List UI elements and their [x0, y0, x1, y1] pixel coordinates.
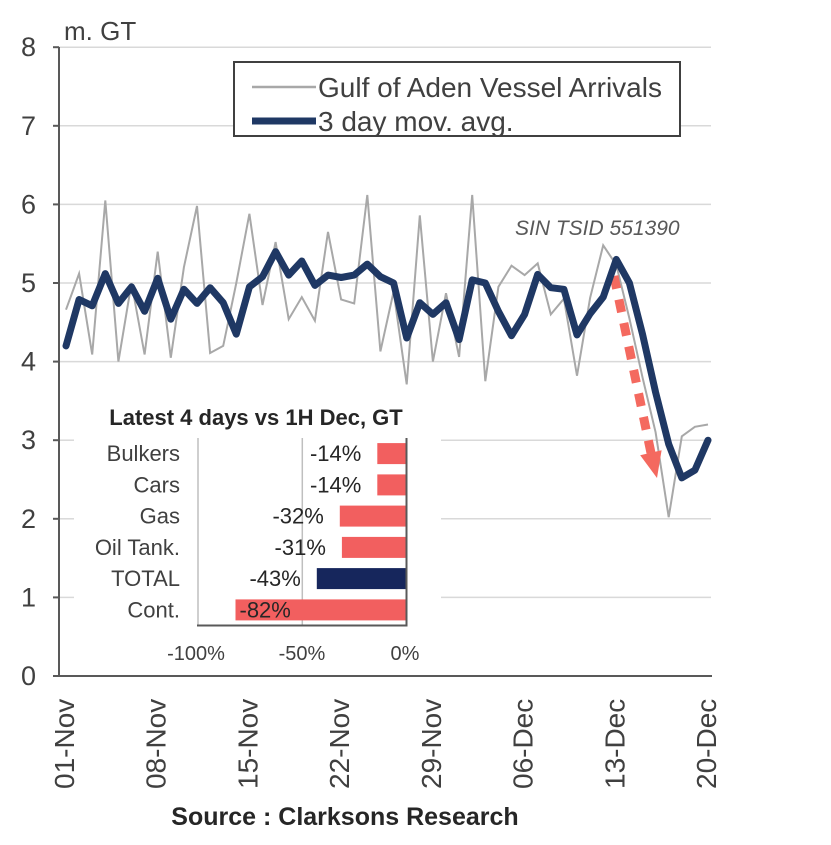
svg-text:-32%: -32% — [272, 504, 323, 529]
svg-text:Cars: Cars — [134, 472, 180, 497]
svg-text:20-Dec: 20-Dec — [691, 699, 722, 789]
svg-text:-43%: -43% — [249, 566, 300, 591]
svg-text:-82%: -82% — [240, 597, 291, 622]
svg-text:0: 0 — [21, 661, 36, 691]
svg-text:Gulf of Aden Vessel Arrivals: Gulf of Aden Vessel Arrivals — [318, 72, 662, 103]
svg-text:m. GT: m. GT — [64, 16, 136, 46]
svg-text:22-Nov: 22-Nov — [324, 699, 355, 789]
svg-text:TOTAL: TOTAL — [111, 566, 180, 591]
svg-text:-31%: -31% — [275, 535, 326, 560]
svg-text:0%: 0% — [391, 643, 420, 665]
svg-text:Oil Tank.: Oil Tank. — [95, 535, 180, 560]
svg-text:6: 6 — [21, 189, 36, 219]
svg-text:Source : Clarksons Research: Source : Clarksons Research — [171, 803, 518, 831]
svg-text:4: 4 — [21, 347, 36, 377]
svg-text:Bulkers: Bulkers — [107, 441, 180, 466]
svg-text:08-Nov: 08-Nov — [141, 699, 172, 789]
svg-text:-14%: -14% — [310, 441, 361, 466]
svg-text:06-Dec: 06-Dec — [508, 699, 539, 789]
svg-text:-14%: -14% — [310, 472, 361, 497]
svg-text:3 day mov. avg.: 3 day mov. avg. — [318, 106, 514, 137]
svg-text:15-Nov: 15-Nov — [232, 699, 263, 789]
svg-text:8: 8 — [21, 32, 36, 62]
svg-text:-50%: -50% — [279, 643, 326, 665]
svg-text:SIN TSID 551390: SIN TSID 551390 — [515, 217, 680, 240]
svg-text:-100%: -100% — [167, 643, 225, 665]
svg-text:13-Dec: 13-Dec — [599, 699, 630, 789]
svg-text:Latest 4 days vs 1H Dec, GT: Latest 4 days vs 1H Dec, GT — [109, 405, 403, 430]
svg-text:3: 3 — [21, 425, 36, 455]
svg-text:5: 5 — [21, 268, 36, 298]
svg-text:Gas: Gas — [140, 504, 180, 529]
svg-text:1: 1 — [21, 582, 36, 612]
svg-text:01-Nov: 01-Nov — [49, 699, 80, 789]
svg-text:29-Nov: 29-Nov — [416, 699, 447, 789]
svg-text:Cont.: Cont. — [127, 597, 180, 622]
svg-text:2: 2 — [21, 504, 36, 534]
svg-text:7: 7 — [21, 111, 36, 141]
